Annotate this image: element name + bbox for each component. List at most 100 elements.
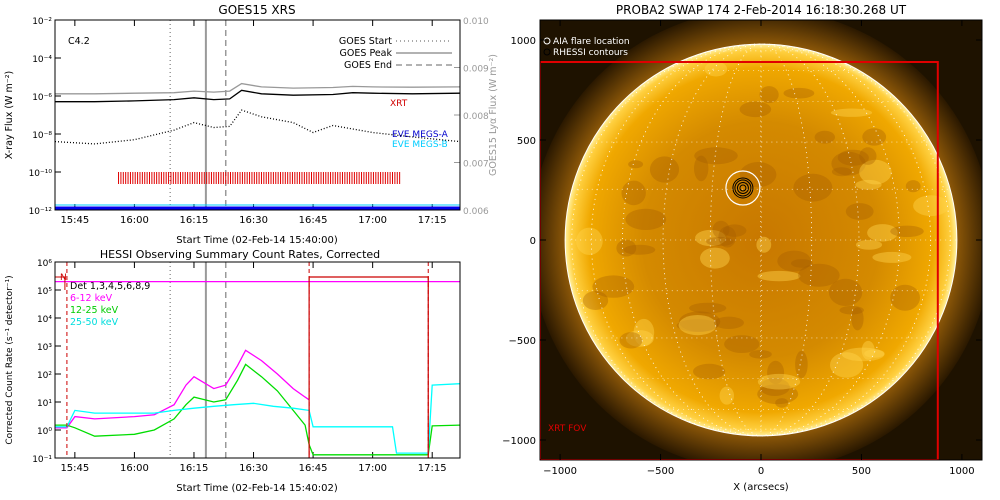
goes-xlabel: Start Time (02-Feb-14 15:40:00) bbox=[176, 235, 338, 246]
swap-image-panel: PROBA2 SWAP 174 2-Feb-2014 16:18:30.268 … bbox=[502, 3, 983, 493]
goes-ylabel: X-ray Flux (W m⁻²) bbox=[4, 71, 15, 160]
y-tick-label: 10⁴ bbox=[37, 315, 52, 325]
texture-blob bbox=[582, 291, 609, 310]
goes-frame bbox=[54, 19, 461, 211]
texture-blob bbox=[830, 108, 873, 117]
texture-blob bbox=[783, 87, 815, 99]
flare-marker bbox=[725, 170, 761, 206]
legend-6-12-kev: 6-12 keV bbox=[70, 293, 113, 304]
goes-plot-area bbox=[55, 20, 460, 210]
swap-frame bbox=[539, 19, 983, 461]
texture-blob bbox=[695, 229, 726, 247]
x-tick-label: 15:45 bbox=[60, 463, 89, 474]
goes-xrs-chart: GOES15 XRS Start Time (02-Feb-14 15:40:0… bbox=[4, 3, 499, 246]
solar-limb bbox=[564, 43, 958, 437]
x-tick-label: 0 bbox=[758, 466, 764, 477]
hessi-n-label: N bbox=[60, 273, 67, 283]
texture-blob bbox=[678, 315, 717, 336]
x-tick-label: −1000 bbox=[543, 466, 577, 477]
texture-blob bbox=[676, 319, 719, 332]
texture-blob bbox=[867, 224, 898, 242]
swap-axes: −1000 −1000 −500 −500 0 0 500 500 1000 1000 bbox=[502, 20, 982, 477]
swap-xlabel: X (arcsecs) bbox=[733, 482, 789, 493]
texture-blob bbox=[678, 311, 721, 332]
texture-blob bbox=[890, 284, 920, 311]
y2-tick-label: 0.008 bbox=[463, 112, 489, 122]
texture-blob bbox=[862, 128, 887, 146]
texture-blob bbox=[718, 226, 737, 248]
y-tick-label: −1000 bbox=[502, 436, 536, 447]
eve-megs-b-label: EVE MEGS-B bbox=[392, 140, 448, 150]
hessi-xlabel: Start Time (02-Feb-14 15:40:02) bbox=[176, 483, 338, 494]
xrt-label: XRT bbox=[390, 99, 408, 109]
texture-blob bbox=[706, 236, 734, 247]
series-line-2 bbox=[55, 383, 460, 454]
x-tick-label: 17:00 bbox=[358, 215, 387, 226]
texture-blob bbox=[623, 244, 656, 255]
x-tick-label: 17:15 bbox=[418, 215, 447, 226]
y-tick-label: 10⁻⁸ bbox=[32, 131, 52, 141]
y-tick-label: 10³ bbox=[37, 343, 52, 353]
texture-blob bbox=[828, 278, 863, 306]
texture-blob bbox=[625, 208, 667, 230]
y-tick-label: 1000 bbox=[511, 36, 536, 47]
xrt-fov-box bbox=[540, 61, 939, 460]
hessi-axes: 15:45 16:00 16:15 16:30 16:45 17:00 17:15 10⁻¹ 1… bbox=[32, 259, 446, 474]
texture-blob bbox=[694, 147, 738, 165]
x-tick-label: 500 bbox=[852, 466, 871, 477]
texture-blob bbox=[864, 349, 885, 358]
texture-blob bbox=[791, 259, 813, 268]
y-tick-label: −500 bbox=[509, 336, 536, 347]
texture-blob bbox=[855, 179, 882, 190]
hessi-ylabel: Corrected Count Rate (s⁻¹ detector⁻¹) bbox=[5, 275, 15, 444]
legend-rhessi-icon bbox=[543, 48, 551, 56]
longitude-line bbox=[662, 43, 860, 437]
texture-blob bbox=[793, 173, 833, 202]
goes-class-label: C4.2 bbox=[68, 36, 90, 47]
legend-12-25-kev: 12-25 keV bbox=[70, 305, 119, 316]
swap-legend: AIA flare location RHESSI contours bbox=[543, 37, 630, 58]
texture-blob bbox=[704, 61, 728, 77]
texture-blob bbox=[633, 318, 655, 347]
y2-tick-label: 0.009 bbox=[463, 65, 489, 75]
eve-megs-a-label: EVE MEGS-A bbox=[392, 130, 449, 140]
goes-legend: GOES Start GOES Peak GOES End bbox=[339, 36, 452, 71]
y-tick-label: 500 bbox=[517, 136, 536, 147]
texture-blob bbox=[739, 101, 772, 118]
x-tick-label: 16:45 bbox=[299, 215, 328, 226]
hessi-chart: HESSI Observing Summary Count Rates, Cor… bbox=[5, 248, 461, 494]
rhessi-contour bbox=[739, 184, 747, 192]
night-interval bbox=[55, 276, 66, 290]
series-line-0 bbox=[55, 349, 310, 429]
hessi-title: HESSI Observing Summary Count Rates, Cor… bbox=[100, 248, 380, 261]
hessi-det-label: Det 1,3,4,5,6,8,9 bbox=[70, 281, 150, 292]
texture-blob bbox=[872, 251, 912, 263]
x-tick-label: 17:15 bbox=[418, 463, 447, 474]
texture-blob bbox=[689, 302, 727, 314]
texture-blob bbox=[724, 335, 760, 353]
hessi-frame bbox=[54, 261, 461, 459]
texture-blob bbox=[625, 330, 654, 347]
texture-blob bbox=[592, 275, 635, 298]
longitude-line bbox=[590, 43, 932, 437]
xrt-fov-label: XRT FOV bbox=[548, 424, 587, 434]
legend-goes-peak: GOES Peak bbox=[340, 48, 393, 59]
hessi-plot-area bbox=[55, 262, 460, 458]
goes-title: GOES15 XRS bbox=[218, 3, 295, 17]
legend-goes-start: GOES Start bbox=[339, 36, 392, 47]
longitude-line bbox=[622, 43, 900, 437]
series-line-0 bbox=[55, 82, 460, 95]
texture-blob bbox=[845, 203, 874, 220]
texture-blob bbox=[712, 220, 730, 239]
texture-blob bbox=[693, 363, 726, 380]
y-tick-label: 10⁻⁶ bbox=[32, 93, 52, 103]
texture-blob bbox=[890, 225, 924, 237]
y-tick-label: 10⁰ bbox=[37, 427, 52, 437]
legend-aia-icon bbox=[543, 37, 551, 45]
texture-blob bbox=[723, 224, 747, 237]
texture-blob bbox=[913, 195, 950, 217]
texture-blob bbox=[576, 227, 603, 255]
x-tick-label: 16:00 bbox=[120, 463, 149, 474]
series-line-2 bbox=[55, 109, 460, 145]
